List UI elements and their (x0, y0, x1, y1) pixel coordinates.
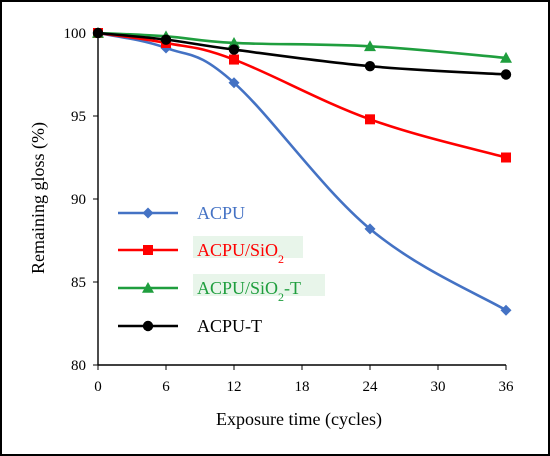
x-axis-title: Exposure time (cycles) (216, 409, 382, 430)
legend-label: ACPU/SiO2 (197, 240, 284, 266)
x-tick-label: 6 (162, 379, 170, 395)
y-tick-label: 85 (71, 275, 86, 291)
y-tick-label: 90 (71, 192, 86, 208)
data-point-acpu-sio2 (365, 114, 375, 125)
data-point-acpu-sio2-t (364, 40, 376, 52)
series-line-acpu (97, 31, 507, 312)
tick-labels: 0 6 12 18 24 30 36 80 85 90 95 100 (64, 26, 515, 395)
legend-marker (142, 320, 154, 332)
data-point-acpu (364, 223, 376, 235)
data-point-acpu-sio2 (229, 54, 239, 65)
legend-highlight (193, 236, 303, 258)
legend-label: ACPU (197, 203, 245, 223)
legend-marker (142, 282, 154, 293)
x-tick-label: 24 (363, 379, 379, 395)
x-tick-label: 36 (499, 379, 515, 395)
series-layer (92, 27, 512, 316)
legend-item-acpu: ACPU (118, 203, 245, 223)
y-axis-title: Remaining gloss (%) (28, 122, 49, 274)
series-line-acpu-t (97, 31, 507, 76)
data-point-acpu-t (364, 60, 376, 72)
legend-marker (142, 207, 154, 219)
data-point-acpu-sio2-t (228, 36, 240, 48)
series-line-acpu-sio2 (97, 31, 507, 159)
data-point-acpu-sio2 (501, 152, 511, 163)
x-tick-label: 12 (227, 379, 242, 395)
data-point-acpu-t (500, 69, 512, 80)
legend-label: ACPU/SiO2-T (197, 278, 301, 304)
y-tick-label: 95 (71, 109, 86, 125)
legend: ACPU ACPU/SiO2 ACPU/SiO2-T ACPU-T (118, 203, 325, 336)
y-tick-label: 80 (71, 358, 86, 374)
legend-highlight (193, 274, 325, 296)
data-point-acpu-t (160, 34, 172, 45)
data-point-acpu (500, 304, 512, 316)
data-point-acpu-sio2-t (500, 51, 512, 63)
legend-item-acpu-t: ACPU-T (118, 316, 262, 336)
legend-item-acpu-sio2-t: ACPU/SiO2-T (118, 274, 325, 304)
legend-label: ACPU-T (197, 316, 262, 336)
series-line-acpu-sio2-t (97, 31, 507, 60)
legend-marker (143, 245, 153, 255)
axes (93, 32, 507, 370)
x-tick-label: 30 (431, 379, 446, 395)
legend-item-acpu-sio2: ACPU/SiO2 (118, 236, 303, 266)
data-point-acpu-t (228, 44, 240, 55)
data-point-acpu (228, 77, 240, 89)
series-acpu-t (92, 27, 512, 80)
y-tick-label: 100 (64, 26, 87, 42)
data-point-acpu-t (92, 27, 104, 39)
x-tick-label: 0 (94, 379, 102, 395)
series-acpu-sio2 (93, 28, 511, 163)
x-tick-label: 18 (295, 379, 310, 395)
